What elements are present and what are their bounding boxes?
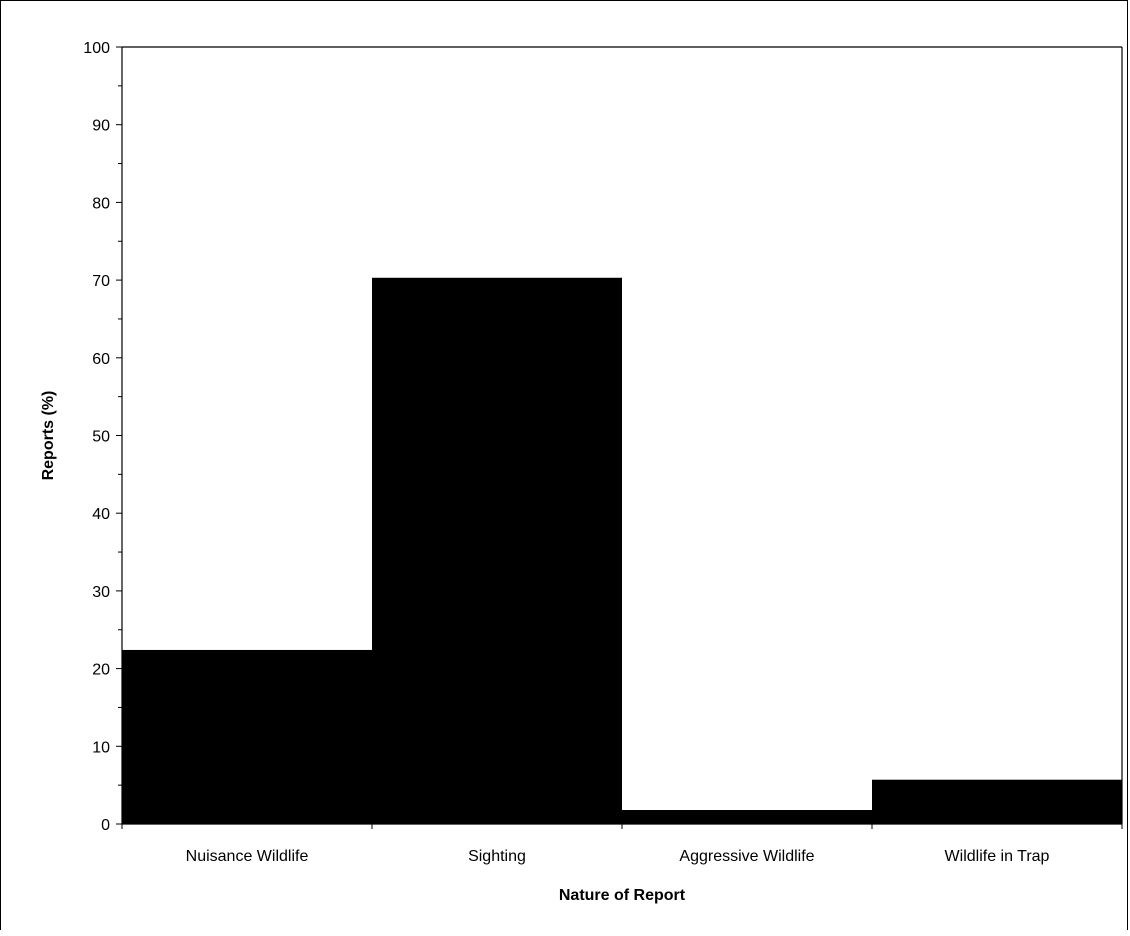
bar-2 <box>622 810 872 824</box>
x-tick-label-3: Wildlife in Trap <box>945 848 1050 865</box>
y-axis-title: Reports (%) <box>40 391 57 481</box>
y-tick-label-100: 100 <box>83 40 110 57</box>
y-tick-label-70: 70 <box>92 273 110 290</box>
y-tick-label-20: 20 <box>92 662 110 679</box>
x-tick-label-0: Nuisance Wildlife <box>186 848 309 865</box>
x-axis-title: Nature of Report <box>559 887 686 904</box>
y-tick-label-50: 50 <box>92 429 110 446</box>
bar-3 <box>872 779 1122 824</box>
y-tick-label-0: 0 <box>101 817 110 834</box>
y-tick-label-30: 30 <box>92 584 110 601</box>
bars-group <box>122 277 1122 824</box>
y-tick-label-60: 60 <box>92 351 110 368</box>
y-tick-label-80: 80 <box>92 195 110 212</box>
bar-1 <box>372 277 622 824</box>
y-tick-label-40: 40 <box>92 506 110 523</box>
x-ticks-group: Nuisance Wildlife Sighting Aggressive Wild… <box>121 824 1123 865</box>
y-ticks-group: 0 10 20 30 40 50 60 70 80 90 100 <box>83 40 122 834</box>
y-tick-label-10: 10 <box>92 739 110 756</box>
x-tick-label-1: Sighting <box>468 848 526 865</box>
y-tick-label-90: 90 <box>92 118 110 135</box>
bar-0 <box>122 649 372 824</box>
x-tick-label-2: Aggressive Wildlife <box>679 848 814 865</box>
